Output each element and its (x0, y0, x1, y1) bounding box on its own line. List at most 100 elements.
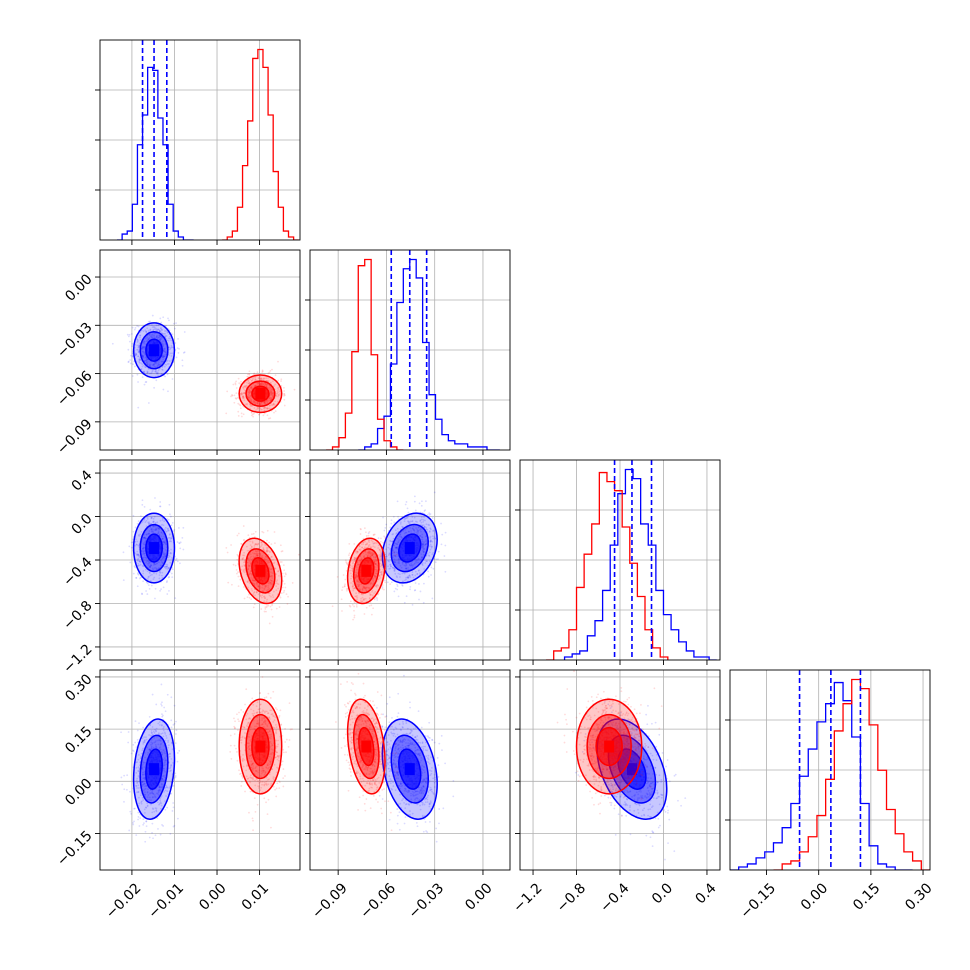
scatter-point (430, 574, 432, 576)
scatter-point (277, 583, 280, 586)
scatter-point (174, 559, 177, 562)
scatter-point (421, 538, 424, 541)
scatter-point (136, 739, 139, 741)
scatter-point (358, 548, 361, 551)
scatter-point (348, 542, 351, 545)
scatter-point (271, 394, 274, 397)
scatter-point (130, 541, 133, 544)
scatter-point (429, 541, 432, 543)
scatter-point (263, 600, 266, 603)
scatter-point (430, 540, 433, 542)
scatter-point (152, 520, 155, 523)
scatter-point (261, 370, 264, 373)
scatter-point (266, 562, 269, 565)
scatter-point (162, 586, 165, 589)
scatter-point (143, 536, 146, 539)
scatter-point (175, 322, 177, 324)
scatter-point (137, 355, 140, 358)
scatter-point (137, 554, 140, 557)
scatter-point (242, 395, 245, 398)
scatter-point (270, 575, 273, 578)
scatter-point (429, 527, 432, 530)
scatter-point (389, 548, 392, 551)
scatter-point (148, 572, 151, 574)
scatter-point (416, 573, 419, 576)
scatter-point (247, 565, 250, 568)
scatter-point (373, 533, 376, 536)
scatter-point (400, 536, 403, 539)
scatter-point (369, 556, 372, 558)
scatter-point (154, 361, 157, 364)
scatter-point (266, 589, 268, 592)
scatter-point (380, 572, 383, 575)
scatter-point (251, 541, 254, 544)
scatter-point (270, 595, 272, 598)
scatter-point (148, 571, 151, 574)
scatter-point (425, 526, 428, 529)
scatter-point (141, 354, 144, 357)
scatter-point (421, 562, 424, 564)
scatter-point (403, 532, 406, 535)
scatter-point (153, 332, 156, 335)
scatter-point (392, 537, 395, 540)
scatter-point (270, 390, 273, 393)
scatter-point (412, 576, 415, 579)
scatter-point (159, 335, 162, 337)
scatter-point (171, 537, 173, 540)
scatter-point (264, 400, 266, 403)
scatter-point (373, 560, 375, 563)
scatter-point (252, 579, 255, 581)
scatter-point (277, 388, 280, 391)
scatter-point (421, 500, 423, 503)
scatter-point (133, 565, 136, 568)
scatter-point (151, 336, 154, 339)
scatter-point (143, 505, 146, 508)
scatter-point (173, 528, 176, 531)
scatter-point (162, 358, 165, 361)
scatter-point (166, 359, 169, 362)
scatter-point (251, 579, 254, 582)
scatter-point (240, 543, 243, 545)
scatter-point (391, 549, 394, 552)
scatter-point (132, 514, 135, 517)
scatter-point (153, 525, 156, 528)
scatter-point (279, 561, 282, 563)
scatter-point (298, 553, 300, 556)
scatter-point (275, 585, 278, 588)
scatter-point (171, 333, 174, 336)
scatter-point (156, 364, 159, 367)
scatter-point (182, 548, 185, 551)
scatter-point (264, 585, 267, 588)
scatter-point (254, 550, 257, 552)
scatter-point (369, 555, 372, 558)
y-tick-label: −1.2 (60, 641, 95, 676)
scatter-point (262, 531, 265, 534)
scatter-point (252, 606, 255, 609)
scatter-point (128, 340, 131, 343)
scatter-point (162, 555, 165, 558)
scatter-point (372, 534, 375, 537)
panel-content (100, 40, 300, 240)
hist-panel-3 (725, 669, 931, 875)
scatter-point (413, 516, 416, 519)
scatter-point (162, 551, 165, 554)
scatter-point (142, 346, 145, 348)
scatter-point (349, 600, 352, 603)
scatter-point (401, 584, 404, 587)
scatter-point (275, 394, 278, 397)
scatter-point (231, 394, 234, 397)
scatter-point (291, 582, 294, 584)
scatter-point (138, 560, 141, 563)
scatter-point (408, 521, 411, 524)
scatter-point (170, 339, 172, 342)
scatter-point (422, 601, 425, 604)
scatter-point (252, 415, 254, 418)
scatter-point (135, 834, 138, 837)
scatter-point (141, 347, 144, 349)
scatter-point (411, 571, 414, 574)
scatter-point (142, 580, 145, 583)
scatter-point (254, 530, 257, 533)
scatter-point (423, 547, 426, 550)
scatter-point (146, 578, 149, 580)
scatter-point (174, 342, 177, 344)
